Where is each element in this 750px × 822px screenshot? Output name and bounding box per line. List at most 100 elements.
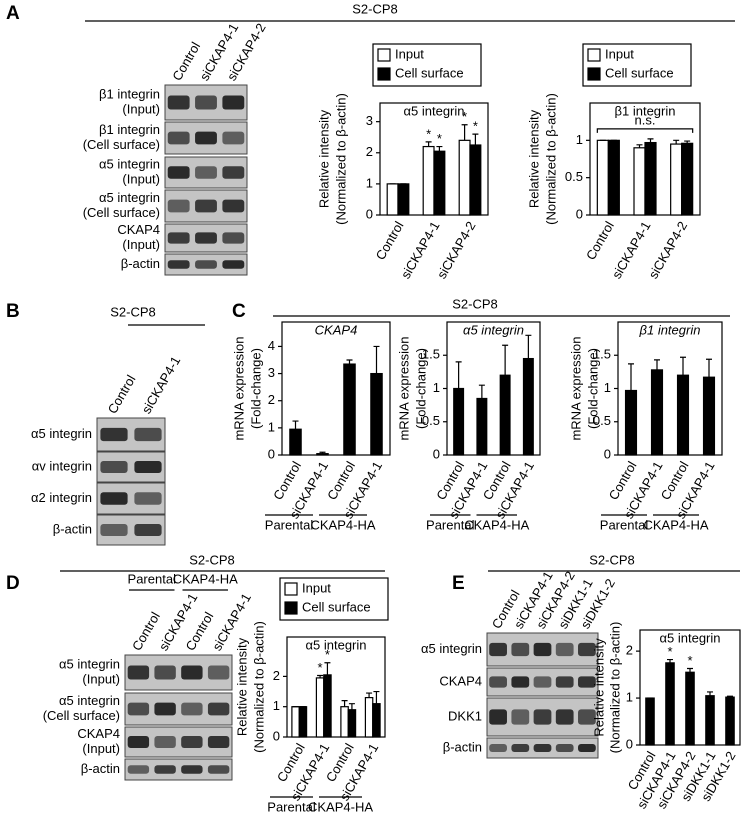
- blot-row-label: β1 integrin: [99, 86, 160, 101]
- bar: [347, 709, 357, 738]
- group-label: CKAP4-HA: [643, 517, 708, 532]
- y-tick-label: 2: [268, 392, 275, 407]
- blot-group-label: Parental: [128, 571, 177, 586]
- blot-row-label: (Cell surface): [83, 137, 160, 152]
- blot-band: [195, 199, 217, 213]
- blot-band: [578, 642, 596, 657]
- y-axis-label: Relative intensity: [591, 638, 606, 737]
- y-tick-label: 0: [433, 446, 440, 461]
- bar: [469, 144, 482, 216]
- panel-label: A: [6, 3, 20, 24]
- blot-band: [195, 232, 217, 244]
- y-tick-label: 1: [273, 698, 280, 713]
- panel-label: E: [452, 573, 465, 594]
- bracket: [596, 128, 694, 133]
- blot-band: [195, 260, 217, 269]
- bar: [676, 374, 690, 456]
- y-tick-label: 1: [626, 689, 633, 704]
- blot-band: [222, 199, 245, 213]
- error-bar: [324, 662, 331, 675]
- blot-band: [207, 665, 230, 680]
- bar: [372, 703, 381, 738]
- blot-row-label: α5 integrin: [99, 156, 160, 171]
- bar: [681, 142, 694, 216]
- significance-mark: *: [426, 126, 431, 141]
- bar: [499, 374, 511, 456]
- blot-row-label: CKAP4: [439, 673, 482, 688]
- bar: [397, 183, 410, 216]
- y-tick-label: 0.5: [593, 413, 611, 428]
- error-bar: [706, 358, 712, 378]
- annotation: n.s.: [635, 112, 656, 127]
- bar: [665, 662, 675, 746]
- error-bar: [502, 344, 509, 376]
- error-bar: [346, 359, 353, 365]
- y-tick-label: 1: [604, 380, 611, 395]
- blot-band: [222, 95, 245, 110]
- group-label: CKAP4-HA: [464, 517, 529, 532]
- blot-band: [511, 744, 530, 752]
- blot-row-label: DKK1: [448, 708, 482, 723]
- y-axis-label: mRNA expression: [396, 336, 411, 440]
- error-bar: [292, 420, 299, 430]
- blot-band: [511, 642, 530, 657]
- error-bar: [636, 144, 643, 148]
- bar: [316, 453, 329, 456]
- error-bar: [373, 690, 380, 704]
- blot-band: [154, 736, 176, 748]
- blot-band: [100, 461, 128, 473]
- blot-band: [555, 709, 574, 725]
- blot-band: [195, 95, 217, 110]
- blot-row-label: β1 integrin: [99, 122, 160, 137]
- blot-band: [533, 744, 552, 752]
- legend-swatch: [377, 67, 391, 81]
- y-tick-label: 4: [268, 338, 275, 353]
- plot-frame: [281, 321, 391, 456]
- blot-band: [578, 676, 596, 688]
- blot-band: [222, 166, 245, 179]
- error-bar: [373, 345, 380, 374]
- blot-row-label: α2 integrin: [31, 490, 92, 505]
- bar: [422, 145, 435, 216]
- blot-band: [555, 642, 574, 657]
- significance-mark: *: [437, 131, 442, 146]
- blot-row-label: β-actin: [443, 739, 482, 754]
- chart-title: β1 integrin: [615, 103, 676, 118]
- error-bar: [667, 658, 673, 663]
- y-tick-label: 3: [366, 113, 373, 128]
- bar: [522, 357, 534, 456]
- blot-row-label: β-actin: [121, 256, 160, 271]
- y-tick-label: 0: [626, 736, 633, 751]
- bar: [323, 674, 332, 738]
- blot-band: [134, 427, 162, 442]
- panel-label: D: [6, 573, 20, 594]
- error-bar: [628, 363, 634, 391]
- blot-band: [100, 524, 128, 536]
- y-tick-label: 0: [366, 206, 373, 221]
- legend-label: Input: [395, 46, 424, 61]
- blot-band: [489, 709, 507, 725]
- panel-header: S2-CP8: [589, 552, 635, 567]
- y-axis-label: (Normalized to β-actin): [543, 93, 558, 225]
- bar: [298, 706, 308, 738]
- error-bar: [680, 356, 686, 376]
- blot-band: [222, 260, 245, 269]
- significance-mark: *: [687, 653, 692, 668]
- blot-band: [127, 765, 150, 774]
- error-bar: [472, 133, 479, 145]
- blot-band: [195, 166, 217, 179]
- chart-title: β1 integrin: [639, 322, 701, 337]
- bar: [670, 143, 683, 216]
- bar: [685, 671, 695, 746]
- y-tick-label: 1: [433, 380, 440, 395]
- bar: [645, 697, 655, 746]
- group-label: CKAP4-HA: [308, 799, 373, 814]
- error-bar: [455, 361, 462, 389]
- group-label: Parental: [267, 799, 316, 814]
- error-bar: [461, 124, 468, 141]
- y-tick-label: 0: [273, 728, 280, 743]
- y-tick-label: 1.5: [422, 347, 440, 362]
- blot-row-label: CKAP4: [77, 726, 120, 741]
- blot-band: [127, 665, 150, 680]
- plot-frame: [286, 636, 386, 738]
